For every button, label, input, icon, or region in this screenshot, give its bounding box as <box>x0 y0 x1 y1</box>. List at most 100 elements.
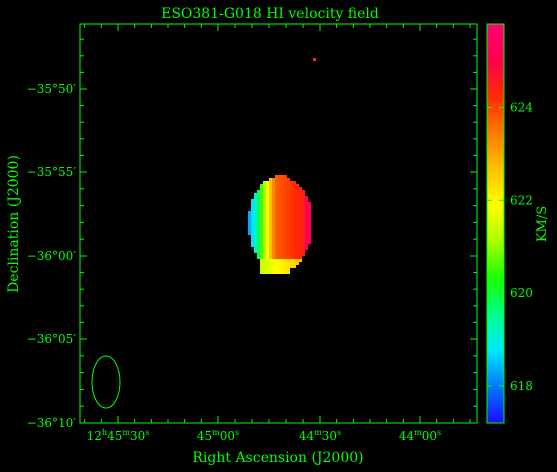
map-pixel <box>257 211 260 214</box>
map-pixel <box>296 214 299 217</box>
map-pixel <box>281 238 284 241</box>
map-pixel <box>272 196 275 199</box>
map-pixel <box>287 259 290 262</box>
map-pixel <box>266 265 269 268</box>
map-pixel <box>260 190 263 193</box>
map-pixel <box>269 250 272 253</box>
map-pixel <box>290 262 293 265</box>
map-pixel <box>278 190 281 193</box>
map-pixel <box>260 262 263 265</box>
map-pixel <box>278 223 281 226</box>
map-pixel <box>263 244 266 247</box>
map-pixel <box>251 235 254 238</box>
map-pixel <box>266 259 269 262</box>
map-pixel <box>266 217 269 220</box>
x-tick-label: 45m00s <box>197 428 239 443</box>
map-pixel <box>266 205 269 208</box>
map-pixel <box>302 220 305 223</box>
map-pixel <box>281 259 284 262</box>
y-tick-label: −36°00′ <box>27 249 77 263</box>
map-pixel <box>269 214 272 217</box>
map-pixel <box>251 211 254 214</box>
x-tick-labels: 12h45m30s 45m00s 44m30s 44m00s <box>87 428 441 443</box>
map-pixel <box>281 268 284 271</box>
map-pixel <box>251 229 254 232</box>
map-pixel <box>260 244 263 247</box>
map-pixel <box>281 241 284 244</box>
map-pixel <box>287 235 290 238</box>
map-pixel <box>251 241 254 244</box>
map-pixel <box>257 232 260 235</box>
map-pixel <box>302 217 305 220</box>
map-pixel <box>260 259 263 262</box>
map-pixel <box>293 199 296 202</box>
map-pixel <box>275 178 278 181</box>
map-pixel <box>296 220 299 223</box>
map-pixel <box>278 187 281 190</box>
map-pixel <box>290 235 293 238</box>
colorbar-label: KM/S <box>535 206 550 242</box>
map-pixel <box>287 244 290 247</box>
map-pixel <box>293 262 296 265</box>
map-pixel <box>284 184 287 187</box>
map-pixel <box>284 244 287 247</box>
map-pixel <box>308 241 311 244</box>
map-pixel <box>293 250 296 253</box>
map-pixel <box>290 229 293 232</box>
map-pixel <box>287 211 290 214</box>
colorbar-fill <box>487 24 504 423</box>
map-pixel <box>281 229 284 232</box>
map-pixel <box>260 268 263 271</box>
map-pixel <box>305 214 308 217</box>
map-pixel <box>266 196 269 199</box>
map-pixel <box>269 229 272 232</box>
map-pixel <box>299 241 302 244</box>
beam-ellipse <box>91 355 121 409</box>
map-pixel <box>272 205 275 208</box>
map-pixel <box>254 226 257 229</box>
map-pixel <box>278 229 281 232</box>
map-pixel <box>263 217 266 220</box>
map-pixel <box>272 268 275 271</box>
map-pixel <box>299 235 302 238</box>
map-pixel <box>278 196 281 199</box>
map-pixel <box>278 220 281 223</box>
map-pixel <box>263 211 266 214</box>
map-pixel <box>251 202 254 205</box>
map-pixel <box>263 229 266 232</box>
map-pixel <box>257 193 260 196</box>
map-pixel <box>272 217 275 220</box>
map-pixel <box>272 178 275 181</box>
map-pixel <box>269 268 272 271</box>
y-tick-label: −35°50′ <box>27 82 77 96</box>
map-pixel <box>260 217 263 220</box>
colorbar-ticks: 618 620 622 624 <box>487 101 533 393</box>
map-pixel <box>284 265 287 268</box>
x-tick-label: 44m00s <box>399 428 441 443</box>
map-pixel <box>269 199 272 202</box>
map-pixel <box>275 241 278 244</box>
map-pixel <box>275 235 278 238</box>
map-pixel <box>281 262 284 265</box>
map-pixel <box>284 190 287 193</box>
map-pixel <box>287 199 290 202</box>
map-pixel <box>263 241 266 244</box>
map-pixel <box>275 181 278 184</box>
map-pixel <box>269 193 272 196</box>
map-pixel <box>275 271 278 274</box>
map-pixel <box>293 220 296 223</box>
map-pixel <box>263 223 266 226</box>
map-pixel <box>296 232 299 235</box>
map-pixel <box>263 247 266 250</box>
map-pixel <box>269 244 272 247</box>
map-pixel <box>293 253 296 256</box>
map-pixel <box>257 208 260 211</box>
map-pixel <box>308 205 311 208</box>
map-pixel <box>302 202 305 205</box>
map-pixel <box>299 220 302 223</box>
map-pixel <box>278 241 281 244</box>
map-pixel <box>296 238 299 241</box>
map-pixel <box>278 226 281 229</box>
map-pixel <box>260 202 263 205</box>
map-pixel <box>299 211 302 214</box>
